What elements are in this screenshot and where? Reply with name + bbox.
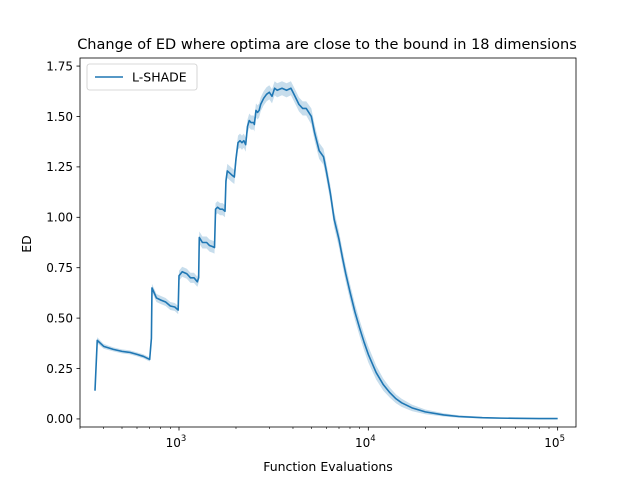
y-tick-label-1: 0.25 bbox=[46, 362, 73, 376]
x-tick-label-2: 105 bbox=[544, 434, 565, 450]
y-tick-label-3: 0.75 bbox=[46, 261, 73, 275]
legend-entry-0: L-SHADE bbox=[132, 70, 187, 85]
y-tick-label-6: 1.50 bbox=[46, 110, 73, 124]
x-tick-label-0: 103 bbox=[166, 434, 187, 450]
legend-box bbox=[86, 63, 198, 91]
y-axis-label: ED bbox=[19, 235, 34, 253]
legend: L-SHADE bbox=[86, 63, 198, 91]
axes: 0.00 0.25 0.50 0.75 1.00 1.25 1.50 1.75 103 104 10… bbox=[46, 57, 577, 450]
x-tick-label-1: 104 bbox=[355, 434, 376, 450]
y-tick-label-4: 1.00 bbox=[46, 211, 73, 225]
series-line-0 bbox=[94, 87, 558, 420]
x-axis-label: Function Evaluations bbox=[263, 459, 393, 474]
y-tick-label-7: 1.75 bbox=[46, 59, 73, 73]
plot-area bbox=[94, 81, 558, 420]
y-tick-label-0: 0.00 bbox=[46, 412, 73, 426]
y-tick-label-2: 0.50 bbox=[46, 311, 73, 325]
axes-frame bbox=[79, 57, 577, 428]
y-tick-label-5: 1.25 bbox=[46, 160, 73, 174]
chart-title: Change of ED where optima are close to t… bbox=[77, 37, 577, 53]
